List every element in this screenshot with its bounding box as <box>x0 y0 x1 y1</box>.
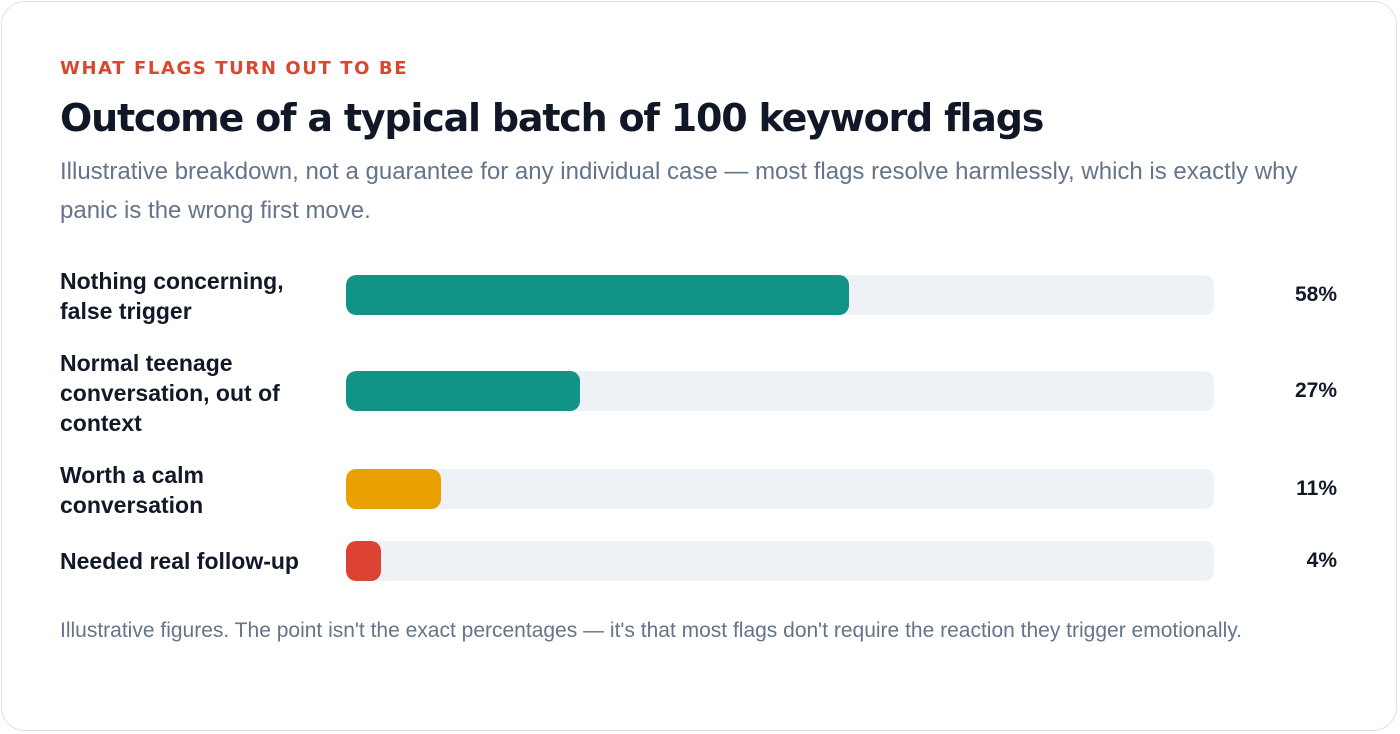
bar-track <box>346 541 1214 581</box>
footnote: Illustrative figures. The point isn't th… <box>60 619 1243 642</box>
bar-track <box>346 371 1214 411</box>
bar-track <box>346 275 1214 315</box>
bar <box>346 469 442 509</box>
value-label: 58% <box>1294 283 1337 306</box>
value-label: 27% <box>1294 379 1337 402</box>
bar <box>346 541 381 581</box>
bar <box>346 275 850 315</box>
category-label: Nothing concerning, false trigger <box>60 268 284 324</box>
bar <box>346 371 581 411</box>
value-label: 11% <box>1296 477 1337 500</box>
value-label: 4% <box>1306 549 1337 572</box>
bar-track <box>346 469 1214 509</box>
chart-title: Outcome of a typical batch of 100 keywor… <box>60 96 1044 140</box>
chart-subtitle: Illustrative breakdown, not a guarantee … <box>60 158 1298 224</box>
category-label: Worth a calm conversation <box>60 462 204 518</box>
category-label: Normal teenage conversation, out of cont… <box>60 350 280 436</box>
eyebrow-label: WHAT FLAGS TURN OUT TO BE <box>60 58 409 79</box>
category-label: Needed real follow-up <box>60 548 299 574</box>
